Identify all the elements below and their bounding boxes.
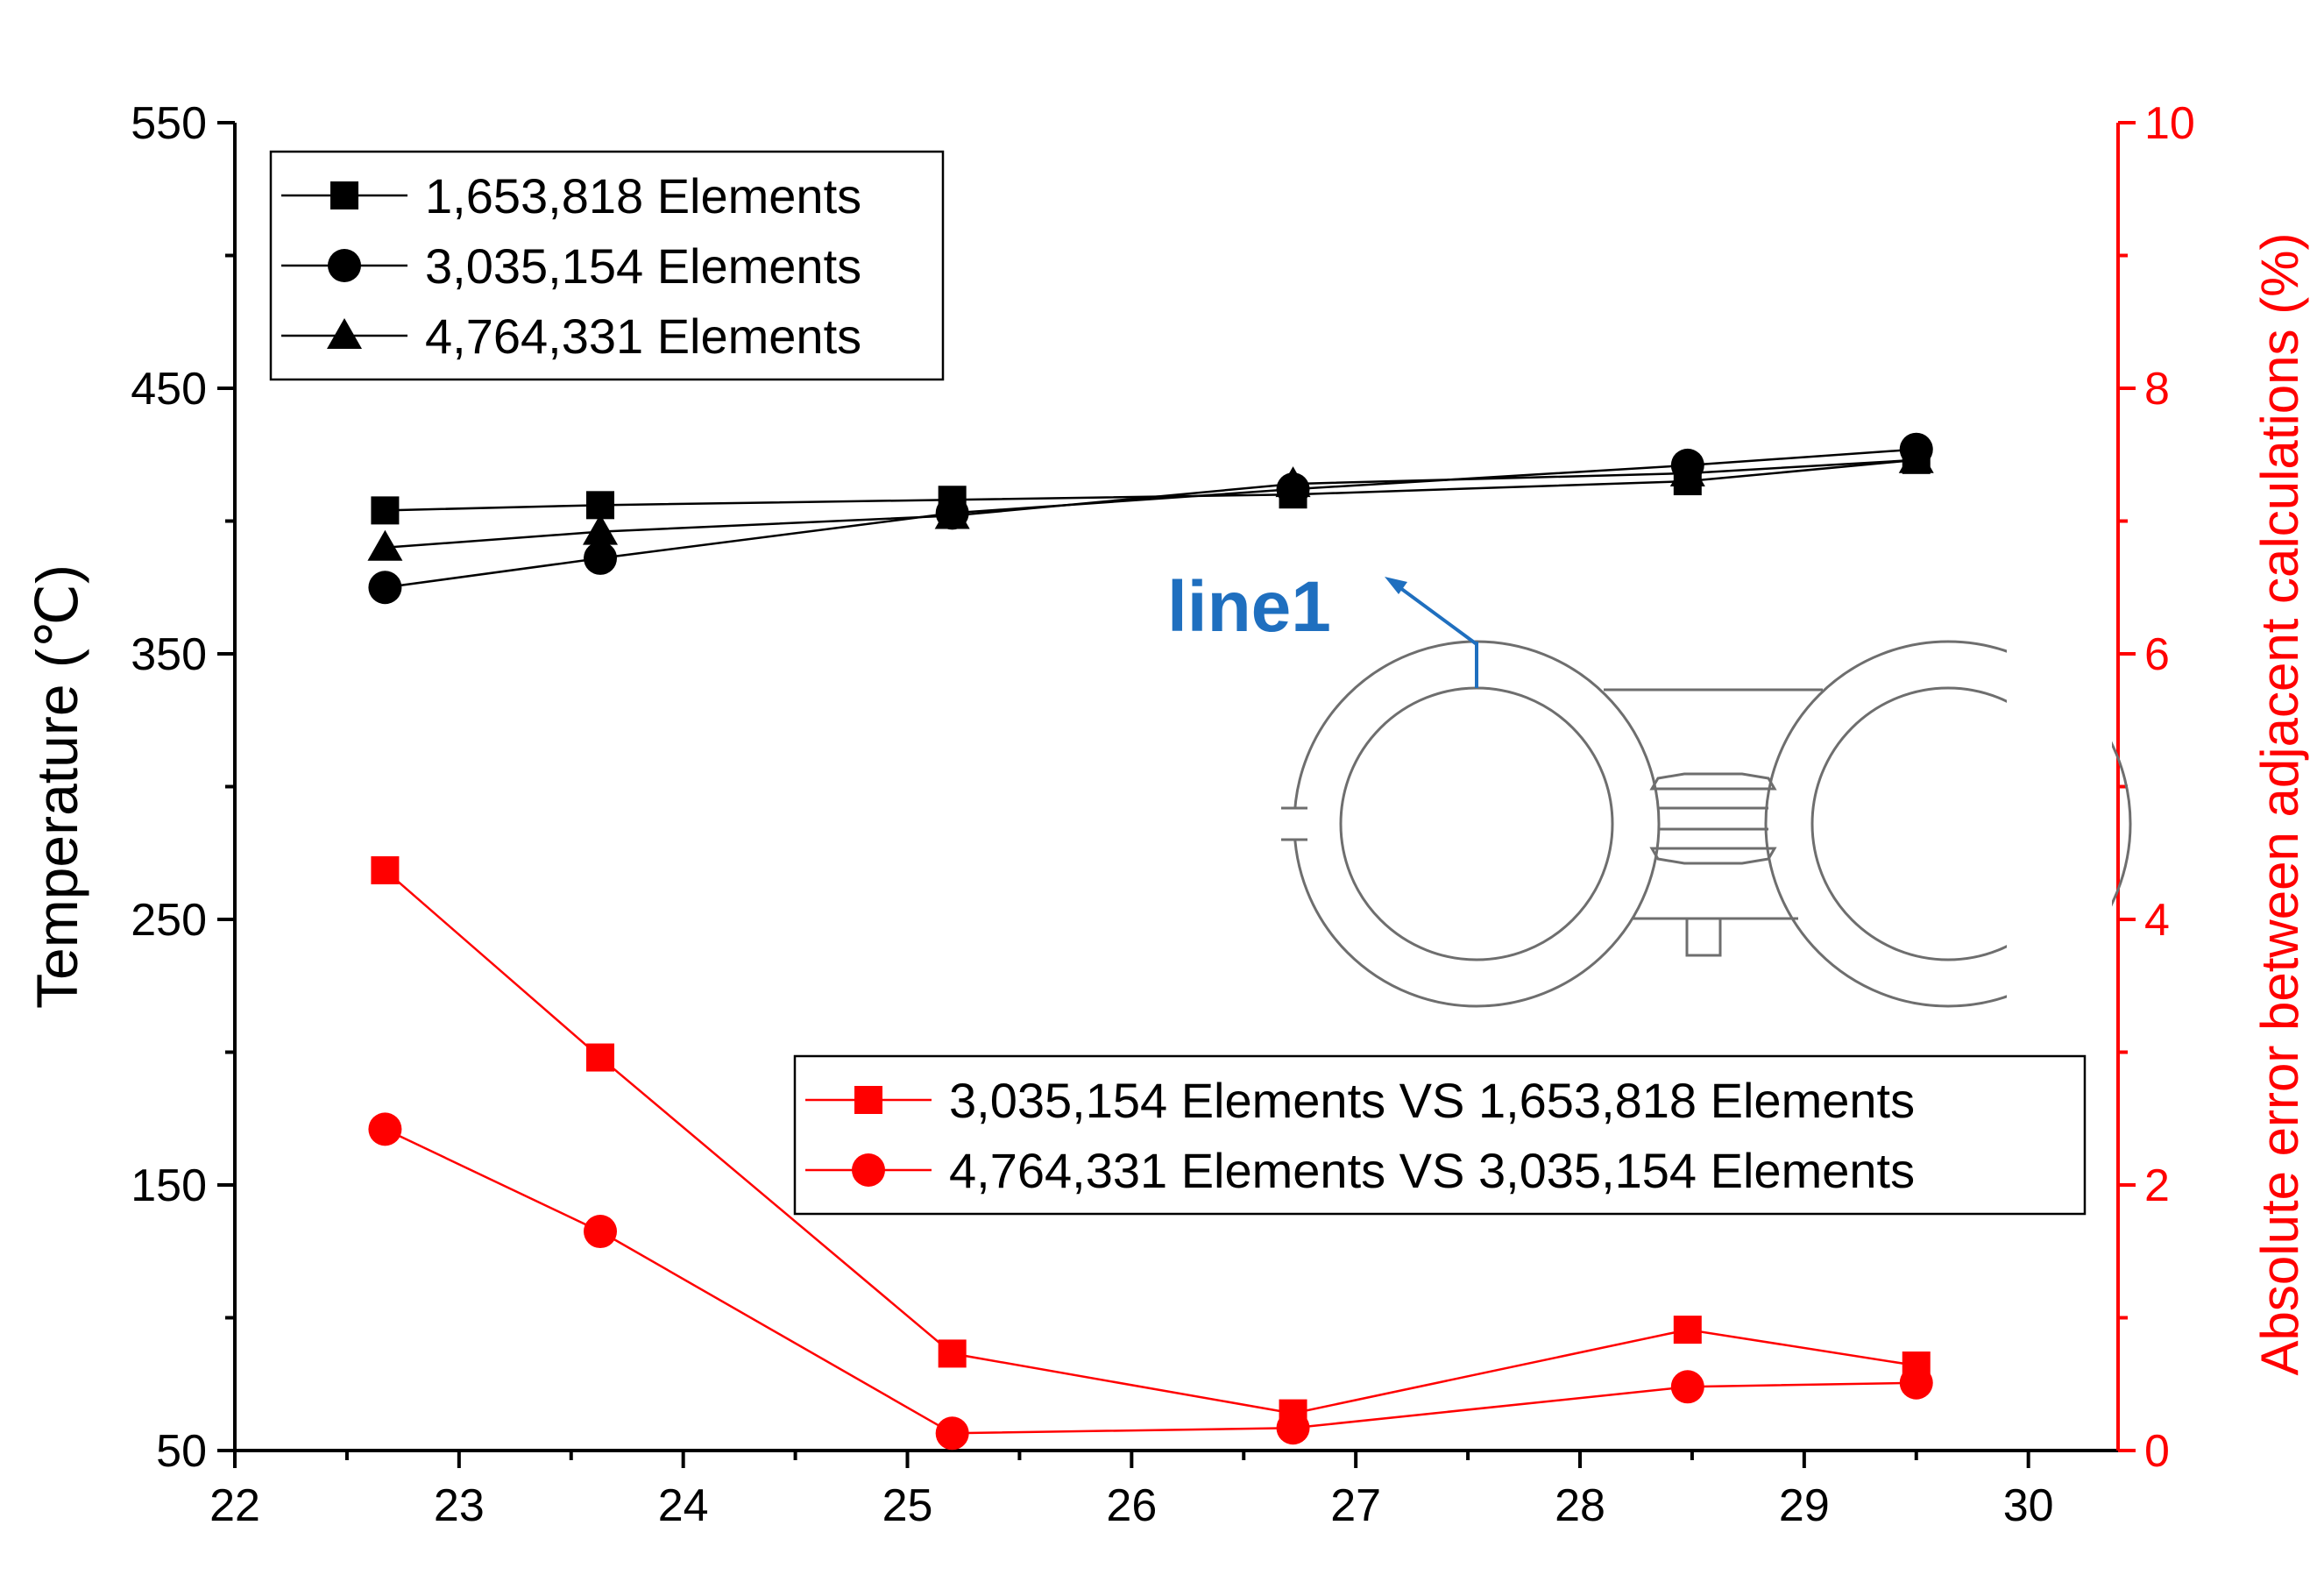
- inset-crop-mask: [2007, 614, 2112, 1034]
- left-tick-label: 150: [131, 1160, 207, 1211]
- x-tick-label: 29: [1779, 1480, 1830, 1531]
- legend-label: 4,764,331 Elements: [425, 309, 861, 364]
- data-point: [1276, 1411, 1310, 1445]
- left-tick-label: 350: [131, 629, 207, 680]
- series-line: [384, 869, 1917, 1415]
- legend-swatch-marker: [854, 1086, 882, 1114]
- data-point: [935, 1416, 969, 1451]
- legend-label: 4,764,331 Elements VS 3,035,154 Elements: [949, 1143, 1915, 1198]
- x-tick-label: 27: [1330, 1480, 1381, 1531]
- series-layer: [367, 432, 1934, 1451]
- series-line: [385, 458, 1917, 512]
- series-line: [385, 448, 1917, 589]
- legend-swatch-marker: [330, 181, 358, 209]
- data-point: [368, 571, 402, 605]
- inset-bridge-lower-web: [1649, 847, 1777, 865]
- left-tick-label: 450: [131, 364, 207, 415]
- legend-swatch-marker: [327, 318, 362, 349]
- x-tick-label: 23: [434, 1480, 485, 1531]
- data-point: [586, 1043, 615, 1072]
- inset-bottom-tab: [1685, 917, 1722, 957]
- legend-label: 1,653,818 Elements: [425, 168, 861, 223]
- data-point: [371, 855, 400, 884]
- data-point: [368, 1112, 402, 1146]
- data-point: [1673, 1316, 1702, 1344]
- data-point: [1275, 466, 1311, 498]
- inset-arrow-shaft: [1392, 581, 1478, 646]
- x-tick-label: 24: [658, 1480, 709, 1531]
- data-point: [367, 529, 403, 561]
- error-series-legend: 3,035,154 Elements VS 1,653,818 Elements…: [793, 1054, 2087, 1216]
- x-tick-label: 22: [209, 1480, 260, 1531]
- legend-swatch-marker: [852, 1153, 885, 1187]
- legend-label: 3,035,154 Elements VS 1,653,818 Elements: [949, 1073, 1915, 1128]
- legend-swatch-marker: [328, 249, 361, 282]
- left-tick-label: 250: [131, 895, 207, 946]
- series-3: [367, 442, 1934, 561]
- data-point: [583, 514, 619, 545]
- right-tick-label: 2: [2144, 1160, 2170, 1211]
- data-point: [1898, 442, 1934, 473]
- legend-label: 3,035,154 Elements: [425, 238, 861, 294]
- inset-line1-label: line1: [1167, 567, 1331, 647]
- left-axis-label: Temperature (℃): [25, 564, 89, 1009]
- left-tick-label: 50: [156, 1426, 207, 1477]
- right-tick-label: 8: [2144, 364, 2170, 415]
- left-series-legend: 1,653,818 Elements 3,035,154 Elements 4,76…: [269, 150, 945, 381]
- data-point: [1670, 1370, 1704, 1404]
- data-point: [1899, 1366, 1933, 1400]
- data-point: [584, 541, 618, 575]
- x-tick-label: 30: [2003, 1480, 2054, 1531]
- inset-left-notch: [1281, 808, 1307, 840]
- inset-bridge-upper-web: [1649, 772, 1777, 791]
- data-point: [934, 498, 970, 529]
- right-tick-label: 6: [2144, 629, 2170, 680]
- data-point: [938, 1339, 967, 1368]
- x-tick-label: 26: [1106, 1480, 1157, 1531]
- right-tick-label: 4: [2144, 895, 2170, 946]
- x-tick-label: 28: [1555, 1480, 1605, 1531]
- series-line: [384, 1128, 1917, 1435]
- data-point: [371, 496, 400, 525]
- right-axis-label: Absolute error between adjacent calculat…: [2250, 232, 2309, 1375]
- right-tick-label: 10: [2144, 98, 2195, 149]
- left-tick-label: 550: [131, 98, 207, 149]
- legends: 1,653,818 Elements 3,035,154 Elements 4,76…: [269, 150, 2087, 1216]
- right-tick-label: 0: [2144, 1426, 2170, 1477]
- series-4: [371, 855, 1931, 1428]
- series-line: [385, 458, 1917, 550]
- data-point: [1669, 455, 1705, 486]
- error-series-legend-frame: [793, 1054, 2087, 1216]
- data-point: [584, 1215, 618, 1249]
- x-tick-label: 25: [882, 1480, 933, 1531]
- series-5: [368, 1112, 1933, 1451]
- inset-diagram: line1: [1167, 567, 2132, 1034]
- inset-right-ring-outer: [1764, 640, 2132, 1008]
- inset-arrow-head: [1385, 577, 1407, 594]
